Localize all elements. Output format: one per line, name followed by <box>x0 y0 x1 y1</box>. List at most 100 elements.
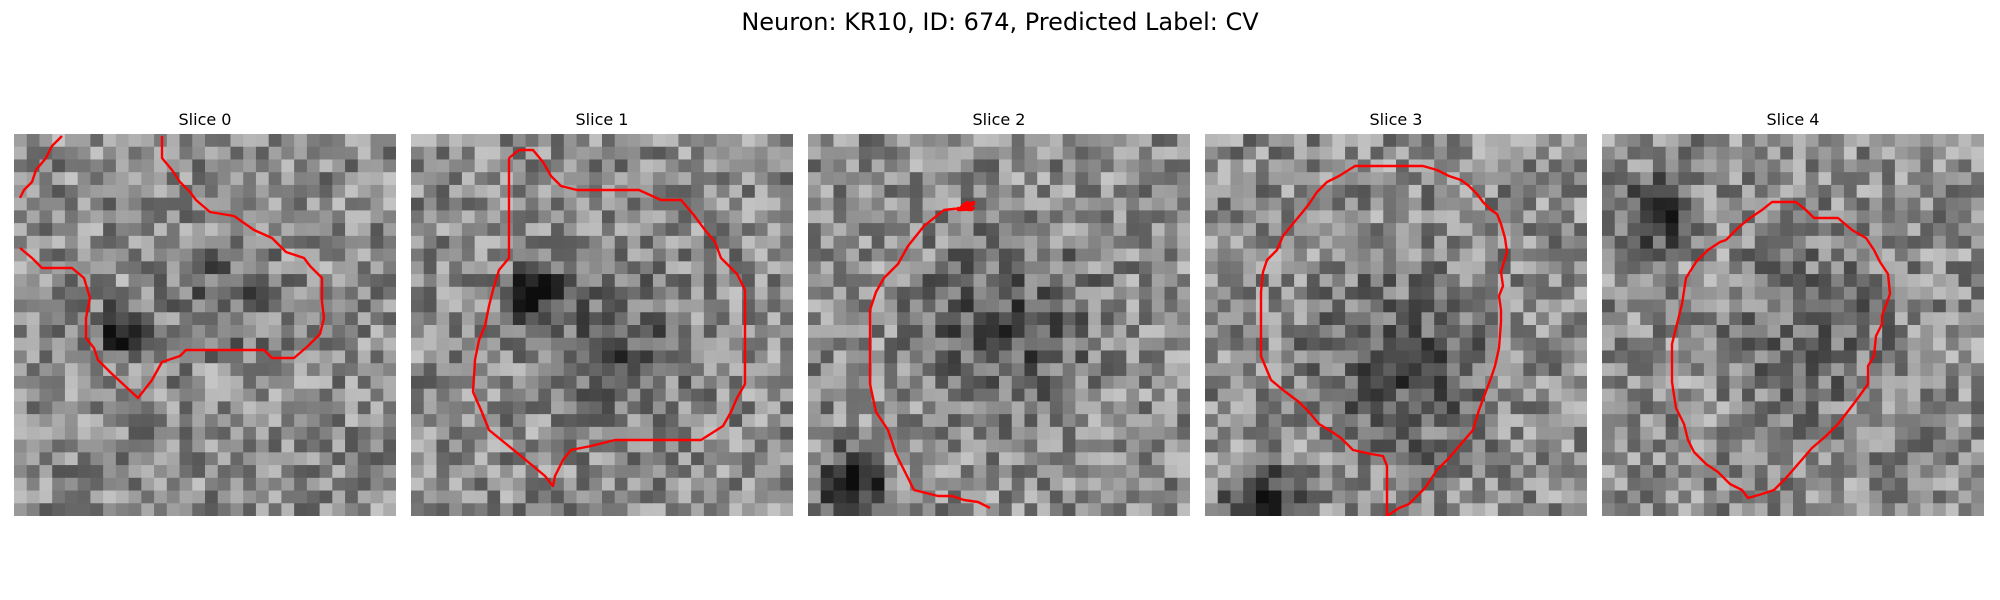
pixel <box>179 363 193 377</box>
pixel <box>808 465 822 479</box>
pixel <box>1332 452 1346 466</box>
pixel <box>1281 350 1295 364</box>
pixel <box>1869 312 1883 326</box>
pixel <box>436 465 450 479</box>
pixel <box>767 388 781 402</box>
pixel <box>461 146 476 161</box>
pixel <box>1652 337 1667 352</box>
pixel <box>1100 197 1115 211</box>
pixel <box>1062 503 1076 516</box>
pixel <box>1536 210 1550 224</box>
pixel <box>1691 159 1705 173</box>
pixel <box>255 439 270 453</box>
pixel <box>1396 235 1410 250</box>
pixel <box>1574 439 1587 453</box>
pixel <box>77 197 91 211</box>
pixel <box>1882 337 1896 352</box>
pixel <box>281 261 295 275</box>
pixel <box>808 197 822 211</box>
pixel <box>1037 414 1051 428</box>
pixel <box>1920 375 1934 390</box>
pixel <box>255 477 270 492</box>
pixel <box>525 363 539 377</box>
pixel <box>576 503 590 516</box>
pixel <box>205 465 219 479</box>
pixel <box>500 477 514 492</box>
pixel <box>1485 248 1499 262</box>
pixel <box>1742 184 1756 199</box>
pixel <box>1243 248 1257 262</box>
pixel <box>703 350 718 364</box>
pixel <box>576 325 590 339</box>
pixel <box>154 235 168 250</box>
pixel <box>897 337 911 352</box>
pixel <box>678 134 692 148</box>
pixel <box>1497 426 1512 441</box>
pixel <box>64 426 79 441</box>
pixel <box>1767 503 1781 516</box>
pixel <box>640 503 654 516</box>
pixel <box>1472 363 1486 377</box>
pixel <box>449 426 463 441</box>
pixel <box>1793 146 1807 161</box>
pixel <box>166 388 181 402</box>
pixel <box>1818 388 1832 402</box>
pixel <box>192 134 206 148</box>
pixel <box>1548 375 1563 390</box>
pixel <box>551 146 565 161</box>
pixel <box>487 452 501 466</box>
pixel <box>1742 261 1756 275</box>
pixel <box>576 184 590 199</box>
pixel <box>551 350 565 364</box>
pixel <box>1818 439 1832 453</box>
pixel <box>846 184 860 199</box>
pixel <box>1729 235 1743 250</box>
pixel <box>1485 235 1499 250</box>
pixel <box>1793 184 1807 199</box>
pixel <box>614 439 629 453</box>
pixel <box>1230 235 1244 250</box>
pixel <box>1100 350 1115 364</box>
pixel <box>1742 414 1756 428</box>
pixel <box>1691 223 1705 237</box>
pixel <box>1678 261 1692 275</box>
pixel <box>1805 401 1820 415</box>
pixel <box>767 375 781 390</box>
pixel <box>115 235 130 250</box>
pixel <box>576 248 590 262</box>
pixel <box>141 172 155 186</box>
pixel <box>1446 184 1461 199</box>
pixel <box>948 452 962 466</box>
pixel <box>1805 490 1820 504</box>
pixel <box>423 261 438 275</box>
pixel <box>1024 325 1038 339</box>
pixel <box>319 477 333 492</box>
pixel <box>1294 172 1308 186</box>
pixel <box>449 210 463 224</box>
pixel <box>1652 363 1667 377</box>
pixel <box>1602 312 1616 326</box>
pixel <box>884 465 898 479</box>
pixel <box>780 414 793 428</box>
pixel <box>1294 184 1308 199</box>
pixel <box>370 503 384 516</box>
pixel <box>14 337 28 352</box>
pixel <box>255 235 270 250</box>
pixel <box>767 274 781 288</box>
pixel <box>742 235 756 250</box>
pixel <box>1230 375 1244 390</box>
pixel <box>306 363 321 377</box>
pixel <box>332 439 346 453</box>
pixel <box>1037 477 1051 492</box>
pixel <box>26 134 41 148</box>
pixel <box>999 235 1013 250</box>
pixel <box>474 146 488 161</box>
pixel <box>1459 159 1473 173</box>
pixel <box>1780 439 1794 453</box>
pixel <box>935 325 949 339</box>
pixel <box>103 210 117 224</box>
pixel <box>1230 159 1244 173</box>
pixel <box>1933 337 1947 352</box>
pixel <box>1459 223 1473 237</box>
pixel <box>1281 274 1295 288</box>
